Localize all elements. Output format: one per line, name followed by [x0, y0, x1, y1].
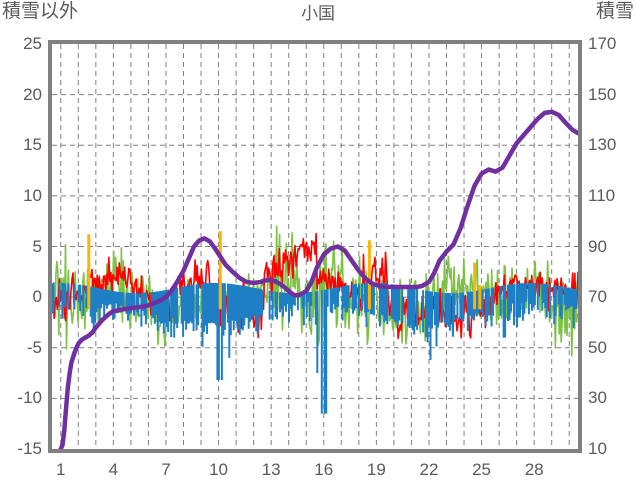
- data-series-layer: [52, 109, 578, 449]
- left-tick-0: 25: [23, 34, 42, 53]
- chart-title: 小国: [301, 4, 335, 23]
- right-tick-3: 110: [588, 185, 616, 205]
- x-tick-0: 1: [56, 460, 66, 479]
- left-tick-7: -10: [17, 388, 42, 408]
- x-tick-2: 7: [161, 460, 171, 479]
- left-tick-2: 15: [23, 135, 42, 155]
- x-tick-1: 4: [108, 460, 119, 479]
- left-tick-1: 20: [23, 84, 42, 104]
- left-tick-3: 10: [23, 185, 42, 205]
- right-tick-8: 10: [588, 439, 607, 458]
- x-tick-5: 16: [314, 460, 334, 479]
- left-axis-title: 積雪以外: [2, 1, 79, 22]
- right-tick-0: 170: [588, 34, 617, 53]
- right-tick-5: 70: [588, 287, 607, 307]
- x-tick-6: 19: [366, 460, 386, 479]
- x-tick-9: 28: [524, 460, 544, 479]
- plot-area: [48, 40, 582, 453]
- left-tick-6: -5: [26, 337, 42, 357]
- x-tick-7: 22: [419, 460, 439, 479]
- series-blue: [52, 283, 578, 414]
- left-tick-8: -15: [17, 439, 42, 458]
- plot-inner: [52, 44, 578, 449]
- right-tick-7: 30: [588, 388, 607, 408]
- x-tick-8: 25: [472, 460, 492, 479]
- left-tick-4: 5: [32, 236, 42, 256]
- x-tick-3: 10: [209, 460, 229, 479]
- left-tick-5: 0: [32, 287, 42, 307]
- right-axis-title: 積雪: [595, 1, 634, 22]
- right-tick-2: 130: [588, 135, 617, 155]
- series-purple-snow-depth: [58, 109, 578, 449]
- series-red: [52, 232, 578, 340]
- right-tick-6: 50: [588, 337, 607, 357]
- right-tick-1: 150: [588, 84, 617, 104]
- right-tick-4: 90: [588, 236, 607, 256]
- x-tick-4: 13: [261, 460, 281, 479]
